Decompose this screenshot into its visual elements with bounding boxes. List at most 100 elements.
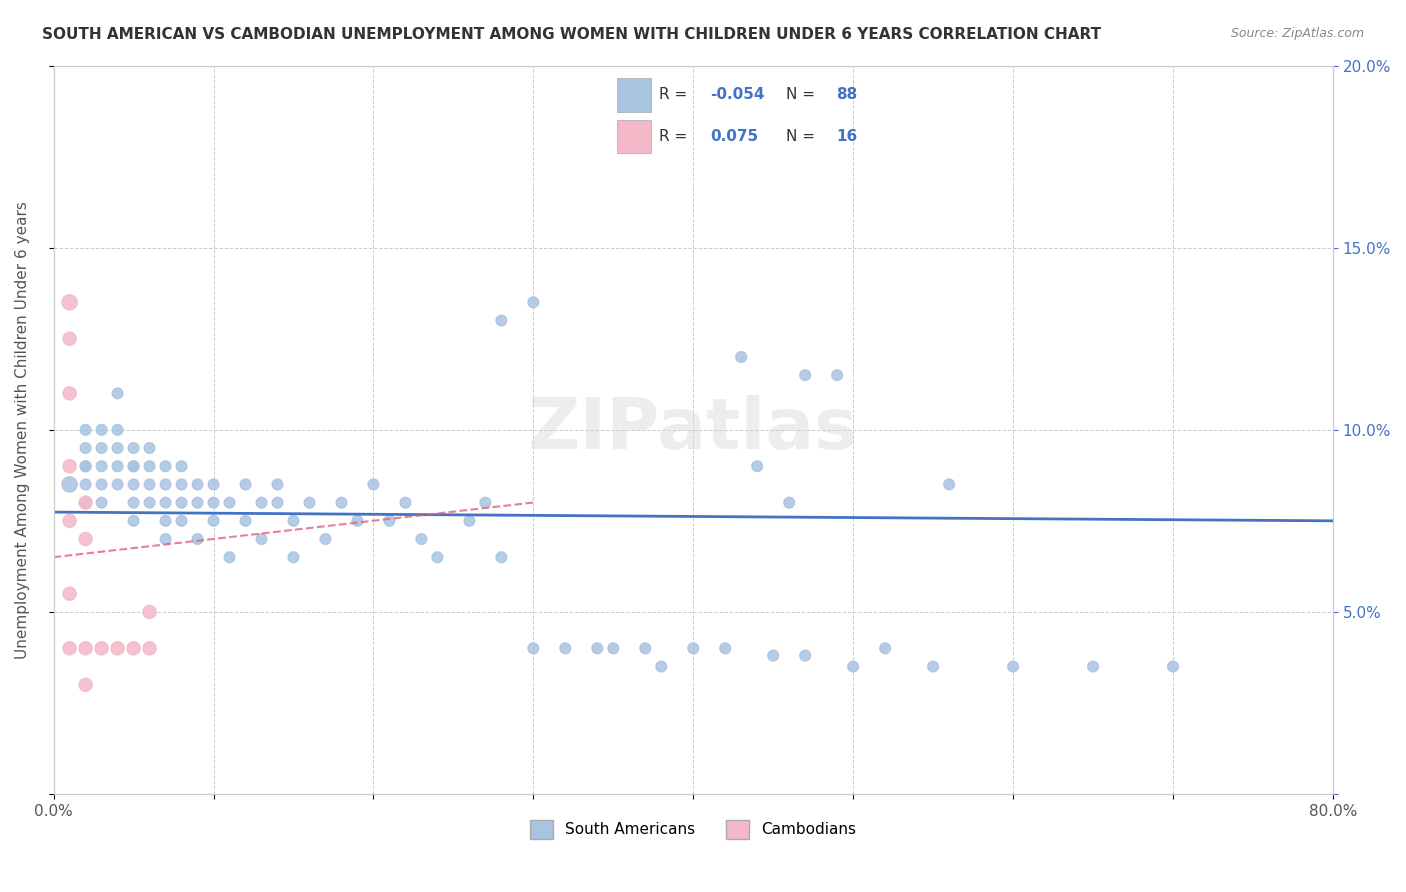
Point	[75, 678, 97, 692]
Bar	[617, 78, 651, 112]
Point	[235, 477, 257, 491]
Point	[90, 496, 112, 510]
Point	[1002, 659, 1025, 673]
Y-axis label: Unemployment Among Women with Children Under 6 years: Unemployment Among Women with Children U…	[15, 201, 30, 659]
Point	[155, 477, 177, 491]
Point	[298, 496, 321, 510]
Text: -0.054: -0.054	[710, 87, 765, 102]
Point	[426, 550, 449, 565]
Point	[825, 368, 848, 383]
Point	[155, 496, 177, 510]
Text: N =: N =	[786, 129, 820, 144]
Point	[75, 477, 97, 491]
Text: ZIPatlas: ZIPatlas	[529, 395, 858, 465]
Point	[522, 641, 544, 656]
Point	[59, 332, 82, 346]
Point	[522, 295, 544, 310]
Point	[75, 423, 97, 437]
Point	[75, 532, 97, 546]
Point	[186, 496, 208, 510]
Point	[602, 641, 624, 656]
Point	[75, 641, 97, 656]
Point	[554, 641, 576, 656]
Point	[747, 459, 769, 474]
Point	[138, 496, 160, 510]
Point	[235, 514, 257, 528]
Point	[122, 459, 145, 474]
Point	[938, 477, 960, 491]
Point	[155, 459, 177, 474]
Text: 0.075: 0.075	[710, 129, 758, 144]
Point	[283, 550, 305, 565]
Point	[714, 641, 737, 656]
Point	[1161, 659, 1184, 673]
Point	[122, 477, 145, 491]
Point	[250, 532, 273, 546]
Point	[75, 441, 97, 455]
Point	[107, 441, 129, 455]
Point	[778, 496, 800, 510]
Point	[202, 477, 225, 491]
Point	[155, 514, 177, 528]
Text: SOUTH AMERICAN VS CAMBODIAN UNEMPLOYMENT AMONG WOMEN WITH CHILDREN UNDER 6 YEARS: SOUTH AMERICAN VS CAMBODIAN UNEMPLOYMENT…	[42, 27, 1101, 42]
Point	[155, 532, 177, 546]
Point	[266, 496, 288, 510]
Point	[59, 587, 82, 601]
Point	[394, 496, 416, 510]
Text: 88: 88	[837, 87, 858, 102]
Point	[122, 514, 145, 528]
Point	[794, 368, 817, 383]
Point	[682, 641, 704, 656]
Point	[138, 605, 160, 619]
Point	[90, 423, 112, 437]
Point	[90, 459, 112, 474]
Point	[59, 386, 82, 401]
Point	[90, 641, 112, 656]
Point	[75, 496, 97, 510]
Point	[75, 459, 97, 474]
Point	[634, 641, 657, 656]
Point	[411, 532, 433, 546]
Text: R =: R =	[659, 129, 693, 144]
Point	[170, 459, 193, 474]
Text: Source: ZipAtlas.com: Source: ZipAtlas.com	[1230, 27, 1364, 40]
Point	[59, 295, 82, 310]
Text: R =: R =	[659, 87, 693, 102]
Point	[170, 496, 193, 510]
Point	[218, 496, 240, 510]
Point	[491, 313, 513, 327]
Point	[138, 441, 160, 455]
Point	[650, 659, 672, 673]
Point	[1081, 659, 1104, 673]
Point	[458, 514, 481, 528]
Point	[122, 496, 145, 510]
Point	[202, 514, 225, 528]
Text: 16: 16	[837, 129, 858, 144]
Point	[474, 496, 496, 510]
Point	[283, 514, 305, 528]
Point	[107, 423, 129, 437]
Bar	[617, 120, 651, 153]
Point	[107, 386, 129, 401]
Point	[122, 459, 145, 474]
Point	[922, 659, 945, 673]
Point	[186, 532, 208, 546]
Point	[762, 648, 785, 663]
Point	[138, 459, 160, 474]
Point	[875, 641, 897, 656]
Point	[266, 477, 288, 491]
Point	[250, 496, 273, 510]
Point	[491, 550, 513, 565]
Point	[330, 496, 353, 510]
Point	[378, 514, 401, 528]
Point	[107, 477, 129, 491]
Point	[59, 641, 82, 656]
Point	[59, 477, 82, 491]
Point	[586, 641, 609, 656]
Point	[122, 641, 145, 656]
Point	[186, 477, 208, 491]
Point	[90, 477, 112, 491]
Point	[138, 477, 160, 491]
Point	[138, 641, 160, 656]
Point	[842, 659, 865, 673]
